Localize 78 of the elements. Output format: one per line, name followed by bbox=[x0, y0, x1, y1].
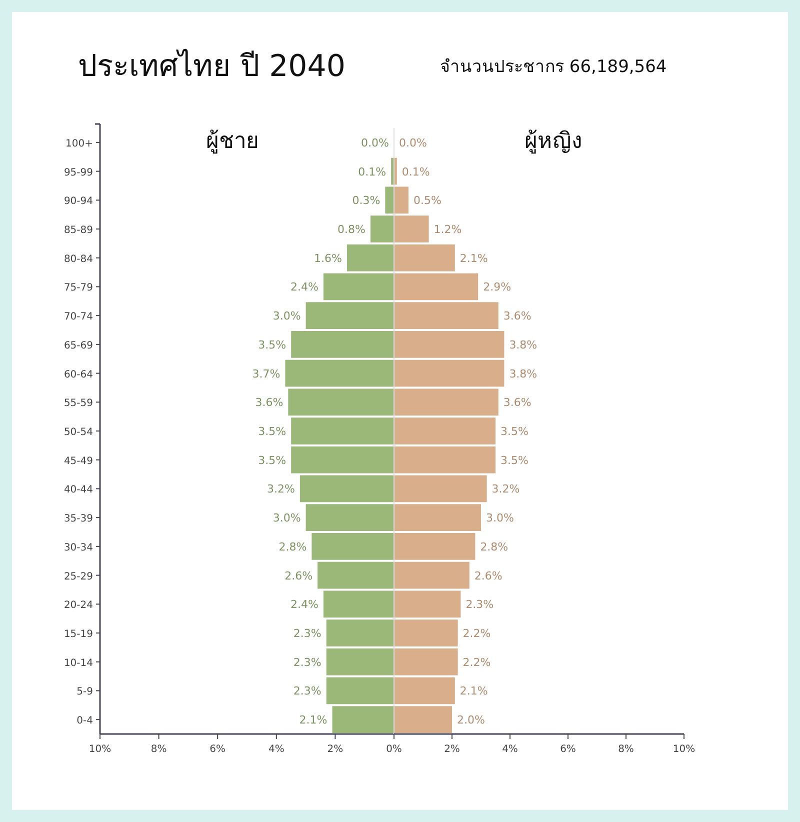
y-tick-label: 90-94 bbox=[64, 196, 93, 208]
data-label: 2.6% bbox=[284, 569, 313, 582]
data-label: 2.3% bbox=[293, 627, 322, 640]
x-tick-label: 4% bbox=[268, 744, 284, 755]
y-tick-label: 45-49 bbox=[64, 456, 93, 467]
y-tick-label: 15-19 bbox=[64, 629, 93, 640]
data-label: 2.0% bbox=[457, 714, 485, 727]
y-tick-label: 70-74 bbox=[64, 312, 93, 323]
x-tick-label: 8% bbox=[150, 744, 167, 755]
data-label: 2.1% bbox=[460, 684, 488, 698]
y-tick-label: 25-29 bbox=[64, 571, 93, 582]
data-label: 3.8% bbox=[509, 367, 538, 380]
y-tick-label: 95-99 bbox=[64, 167, 93, 178]
data-label: 3.5% bbox=[500, 454, 528, 467]
data-label: 0.0% bbox=[399, 136, 427, 150]
y-tick-label: 75-79 bbox=[64, 282, 93, 294]
data-label: 2.4% bbox=[290, 280, 318, 294]
data-label: 2.1% bbox=[460, 252, 488, 265]
y-tick-label: 35-39 bbox=[64, 514, 93, 525]
data-label: 1.6% bbox=[314, 252, 342, 265]
data-label: 3.7% bbox=[252, 367, 280, 380]
data-label: 3.2% bbox=[266, 482, 295, 496]
data-label: 2.6% bbox=[474, 569, 502, 582]
y-tick-label: 65-69 bbox=[64, 340, 93, 352]
data-label: 3.0% bbox=[272, 512, 301, 525]
data-label: 3.5% bbox=[258, 338, 286, 352]
data-label: 2.8% bbox=[480, 540, 508, 554]
y-tick-label: 80-84 bbox=[64, 254, 93, 265]
data-label: 0.5% bbox=[414, 194, 442, 208]
y-tick-label: 0-4 bbox=[76, 716, 93, 727]
data-label: 0.1% bbox=[358, 165, 386, 178]
y-tick-label: 10-14 bbox=[64, 658, 93, 669]
y-tick-label: 20-24 bbox=[64, 600, 93, 612]
x-tick-label: 2% bbox=[327, 744, 344, 755]
chart-subtitle: จำนวนประชากร 66,189,564 bbox=[440, 57, 667, 77]
text: ผู้หญิง bbox=[524, 129, 582, 154]
data-label: 3.6% bbox=[255, 396, 284, 410]
data-label: 0.8% bbox=[338, 223, 366, 236]
data-label: 2.3% bbox=[466, 598, 494, 612]
data-label: 3.6% bbox=[503, 310, 532, 323]
data-label: 3.0% bbox=[486, 512, 514, 525]
x-tick-label: 6% bbox=[560, 744, 576, 755]
data-label: 0.1% bbox=[402, 165, 430, 178]
x-tick-label: 8% bbox=[618, 744, 634, 755]
data-label: 3.6% bbox=[503, 396, 532, 410]
y-tick-label: 55-59 bbox=[64, 398, 93, 410]
data-label: 1.2% bbox=[434, 223, 462, 236]
data-label: 3.8% bbox=[509, 338, 538, 352]
data-label: 2.8% bbox=[278, 540, 307, 554]
data-label: 3.5% bbox=[258, 454, 286, 467]
data-label: 2.3% bbox=[293, 684, 322, 698]
data-label: 2.4% bbox=[290, 598, 318, 612]
y-tick-label: 40-44 bbox=[64, 484, 93, 496]
data-label: 2.2% bbox=[462, 627, 491, 640]
chart-title: ประเทศไทย ปี 2040 bbox=[78, 48, 346, 84]
y-tick-label: 85-89 bbox=[64, 225, 93, 236]
data-label: 2.1% bbox=[299, 714, 328, 727]
data-label: 2.2% bbox=[462, 656, 491, 669]
text: ผู้ชาย bbox=[206, 129, 259, 154]
y-tick-label: 30-34 bbox=[64, 542, 93, 554]
y-tick-label: 60-64 bbox=[64, 369, 93, 380]
x-tick-label: 10% bbox=[88, 744, 112, 755]
data-label: 0.3% bbox=[352, 194, 380, 208]
x-tick-label: 6% bbox=[210, 744, 226, 755]
data-label: 3.5% bbox=[258, 425, 286, 438]
y-tick-label: 100+ bbox=[66, 138, 93, 150]
data-label: 0.0% bbox=[361, 136, 389, 150]
x-tick-label: 4% bbox=[502, 744, 518, 755]
y-tick-label: 50-54 bbox=[64, 427, 93, 438]
data-label: 3.2% bbox=[492, 482, 520, 496]
x-tick-label: 0% bbox=[386, 744, 402, 755]
x-tick-label: 10% bbox=[672, 744, 696, 755]
y-tick-label: 5-9 bbox=[76, 686, 93, 698]
data-label: 2.3% bbox=[293, 656, 322, 669]
data-label: 3.5% bbox=[500, 425, 528, 438]
data-label: 2.9% bbox=[483, 280, 512, 294]
x-tick-label: 2% bbox=[444, 744, 460, 755]
data-label: 3.0% bbox=[272, 310, 301, 323]
